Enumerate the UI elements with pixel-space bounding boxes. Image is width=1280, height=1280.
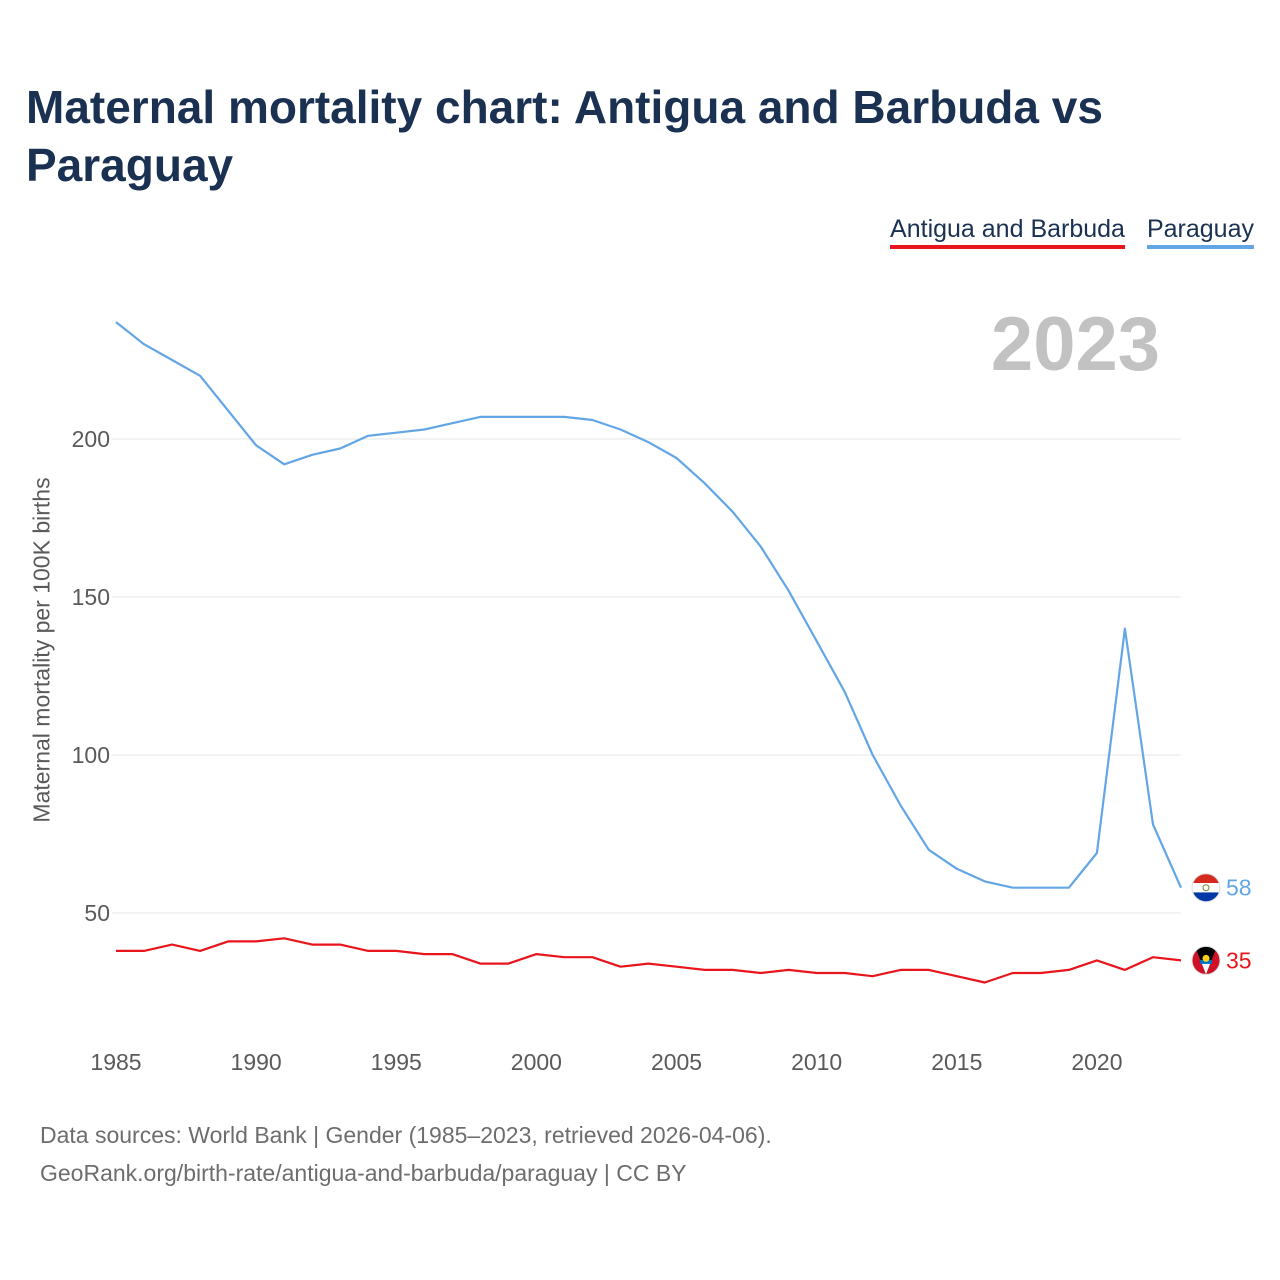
end-value-label-antigua-and-barbuda: 35 [1226,947,1252,973]
url-line[interactable]: GeoRank.org/birth-rate/antigua-and-barbu… [40,1160,687,1186]
x-tick-label-2015: 2015 [931,1049,982,1075]
end-value-label-paraguay: 58 [1226,875,1252,901]
x-tick-label-1990: 1990 [231,1049,282,1075]
x-tick-label-2005: 2005 [651,1049,702,1075]
year-watermark: 2023 [990,302,1160,387]
legend: Antigua and Barbuda Paraguay [890,214,1254,249]
x-tick-label-2020: 2020 [1071,1049,1122,1075]
legend-item-paraguay[interactable]: Paraguay [1146,214,1254,249]
data-source: Data sources: World Bank | Gender (1985–… [40,1116,772,1192]
series-lines [115,321,1183,984]
series-line-paraguay[interactable] [115,321,1183,889]
x-tick-label-2010: 2010 [791,1049,842,1075]
x-axis-ticks: 1985 1990 1995 2000 2005 2010 2015 2020 [90,1049,1122,1075]
y-tick-label-50: 50 [84,900,110,926]
y-tick-label-100: 100 [72,742,110,768]
legend-item-antigua-and-barbuda[interactable]: Antigua and Barbuda [890,214,1125,249]
series-line-antigua-and-barbuda[interactable] [116,937,1182,984]
gridlines [112,438,1181,914]
paraguay-flag-icon [1191,873,1221,903]
source-line: Data sources: World Bank | Gender (1985–… [40,1122,772,1148]
antigua-and-barbuda-flag-icon [1191,945,1221,975]
x-tick-label-2000: 2000 [511,1049,562,1075]
chart-title: Maternal mortality chart: Antigua and Ba… [26,81,1103,191]
x-tick-label-1995: 1995 [371,1049,422,1075]
end-markers: 35 58 [1191,873,1252,975]
x-tick-label-1985: 1985 [90,1049,141,1075]
y-axis-ticks: 50 100 150 200 [72,426,110,926]
y-tick-label-150: 150 [72,584,110,610]
y-tick-label-200: 200 [72,426,110,452]
